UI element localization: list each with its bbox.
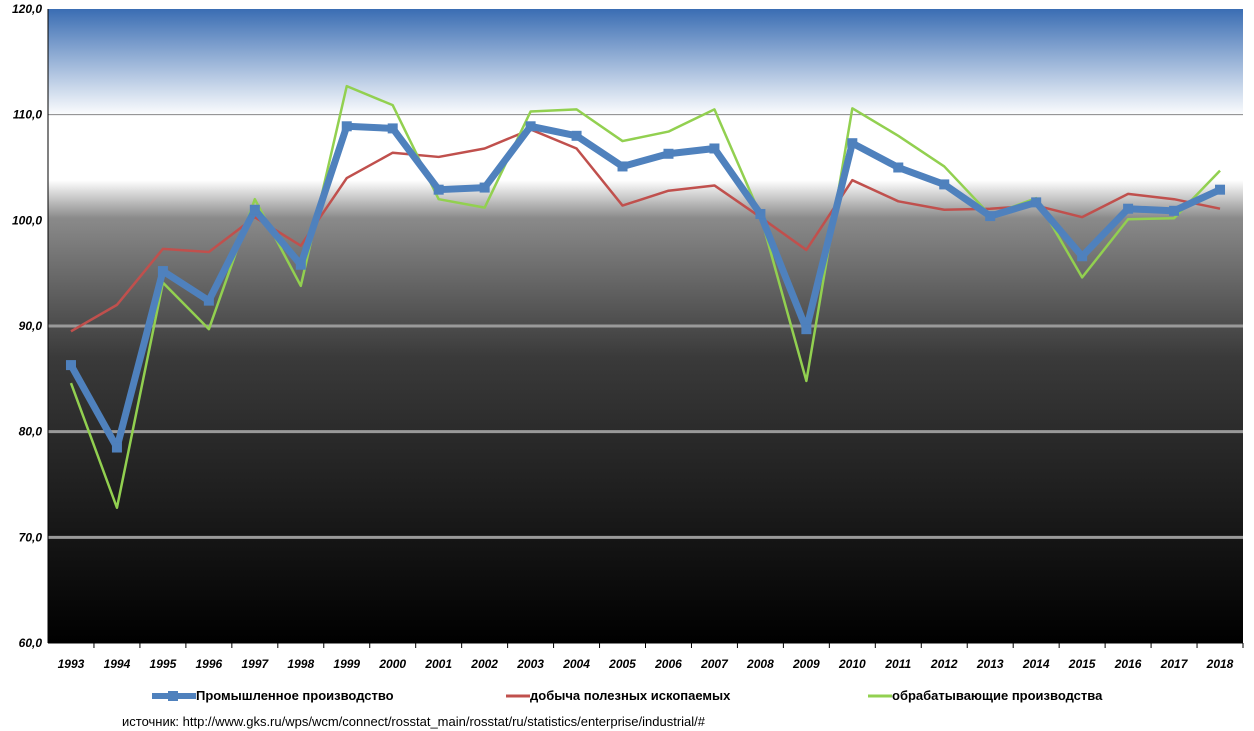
- x-tick-label: 2017: [1160, 657, 1189, 671]
- x-tick-label: 1994: [104, 657, 131, 671]
- data-point: [525, 121, 536, 132]
- x-tick-label: 2016: [1114, 657, 1142, 671]
- x-tick-label: 1995: [150, 657, 177, 671]
- x-tick-label: 2006: [654, 657, 682, 671]
- data-point: [295, 259, 306, 270]
- data-point: [1031, 197, 1042, 208]
- x-tick-label: 2009: [792, 657, 820, 671]
- x-tick-label: 2007: [700, 657, 729, 671]
- legend-label: обрабатывающие производства: [892, 688, 1103, 703]
- data-point: [433, 184, 444, 195]
- data-point: [571, 130, 582, 141]
- x-tick-label: 2005: [608, 657, 636, 671]
- data-point: [939, 179, 950, 190]
- data-point: [1077, 251, 1088, 262]
- x-tick-label: 1993: [58, 657, 85, 671]
- data-point: [801, 324, 812, 335]
- data-point: [709, 143, 720, 154]
- y-tick-label: 110,0: [13, 108, 42, 122]
- data-point: [387, 123, 398, 134]
- y-tick-label: 90,0: [19, 319, 43, 333]
- y-tick-label: 60,0: [19, 636, 43, 650]
- y-tick-label: 120,0: [12, 2, 42, 16]
- data-point: [1215, 184, 1226, 195]
- x-tick-label: 2000: [378, 657, 406, 671]
- x-tick-label: 2012: [930, 657, 958, 671]
- legend-label: добыча полезных ископаемых: [530, 688, 731, 703]
- data-point: [985, 211, 996, 222]
- y-tick-label: 80,0: [19, 425, 43, 439]
- x-tick-label: 2010: [838, 657, 866, 671]
- x-tick-label: 1997: [241, 657, 269, 671]
- x-tick-label: 1998: [287, 657, 314, 671]
- y-tick-label: 100,0: [12, 213, 42, 227]
- data-point: [1169, 205, 1180, 216]
- x-tick-label: 2008: [746, 657, 774, 671]
- legend-item-manufacturing: обрабатывающие производства: [868, 688, 1102, 703]
- data-point: [341, 121, 352, 132]
- data-point: [157, 266, 168, 277]
- x-tick-label: 2002: [470, 657, 498, 671]
- series-line-0: [67, 122, 1222, 452]
- data-point: [617, 161, 628, 172]
- x-tick-label: 1999: [333, 657, 360, 671]
- data-point: [479, 182, 490, 193]
- data-point: [893, 162, 904, 173]
- data-point: [663, 148, 674, 159]
- data-point: [111, 442, 122, 453]
- x-tick-label: 2011: [884, 657, 911, 671]
- data-point: [755, 208, 766, 219]
- legend-label: Промышленное производство: [196, 688, 394, 703]
- x-tick-label: 2013: [976, 657, 1004, 671]
- x-tick-label: 2001: [424, 657, 452, 671]
- source-note: источник: http://www.gks.ru/wps/wcm/conn…: [122, 714, 706, 729]
- data-point: [65, 360, 76, 371]
- x-tick-label: 2018: [1206, 657, 1234, 671]
- x-tick-label: 2015: [1068, 657, 1096, 671]
- x-tick-label: 2003: [516, 657, 544, 671]
- data-point: [847, 138, 858, 149]
- x-tick-label: 1996: [196, 657, 223, 671]
- x-tick-label: 2004: [562, 657, 590, 671]
- data-point: [203, 295, 214, 306]
- x-tick-label: 2014: [1022, 657, 1050, 671]
- data-point: [249, 204, 260, 215]
- legend-item-industrial: Промышленное производство: [152, 688, 394, 703]
- y-tick-label: 70,0: [19, 530, 43, 544]
- data-point: [1123, 203, 1134, 214]
- legend-item-mining: добыча полезных ископаемых: [506, 688, 730, 703]
